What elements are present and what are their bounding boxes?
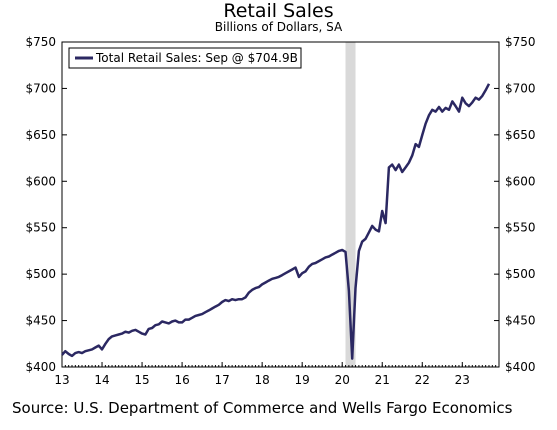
chart-subtitle: Billions of Dollars, SA <box>214 20 343 34</box>
x-tick-label: 13 <box>54 373 69 387</box>
legend-label: Total Retail Sales: Sep @ $704.9B <box>95 51 298 65</box>
y-tick-label-right: $750 <box>505 35 536 49</box>
series-line-total-retail-sales <box>61 83 491 360</box>
x-tick-label: 20 <box>335 373 350 387</box>
x-tick-label: 18 <box>255 373 270 387</box>
y-tick-label-right: $650 <box>505 128 536 142</box>
recession-shading <box>345 42 356 367</box>
x-tick-label: 14 <box>94 373 109 387</box>
source-note: Source: U.S. Department of Commerce and … <box>12 399 513 417</box>
x-tick-label: 19 <box>295 373 310 387</box>
chart-title: Retail Sales <box>223 0 334 22</box>
y-tick-label-left: $700 <box>25 81 56 95</box>
y-tick-label-left: $650 <box>25 128 56 142</box>
legend-box <box>68 47 302 69</box>
legend: Total Retail Sales: Sep @ $704.9B <box>68 47 302 69</box>
x-tick-label: 23 <box>455 373 470 387</box>
y-tick-label-right: $500 <box>505 267 536 281</box>
y-tick-label-right: $550 <box>505 221 536 235</box>
y-tick-label-right: $600 <box>505 174 536 188</box>
retail-sales-chart: $400 $400 $450 $450 $500 $500 $550 $550 $600 $600… <box>25 35 536 387</box>
y-tick-label-right: $700 <box>505 81 536 95</box>
y-tick-label-left: $400 <box>25 360 56 374</box>
x-tick-label: 16 <box>174 373 189 387</box>
y-tick-label-left: $550 <box>25 221 56 235</box>
plot-frame <box>61 41 500 368</box>
x-tick-label: 21 <box>375 373 390 387</box>
x-tick-label: 22 <box>415 373 430 387</box>
y-tick-label-left: $750 <box>25 35 56 49</box>
x-tick-label: 17 <box>214 373 229 387</box>
y-tick-label-left: $500 <box>25 267 56 281</box>
x-tick-label: 15 <box>134 373 149 387</box>
y-tick-label-right: $450 <box>505 314 536 328</box>
y-tick-label-right: $400 <box>505 360 536 374</box>
y-tick-label-left: $600 <box>25 174 56 188</box>
y-tick-label-left: $450 <box>25 314 56 328</box>
